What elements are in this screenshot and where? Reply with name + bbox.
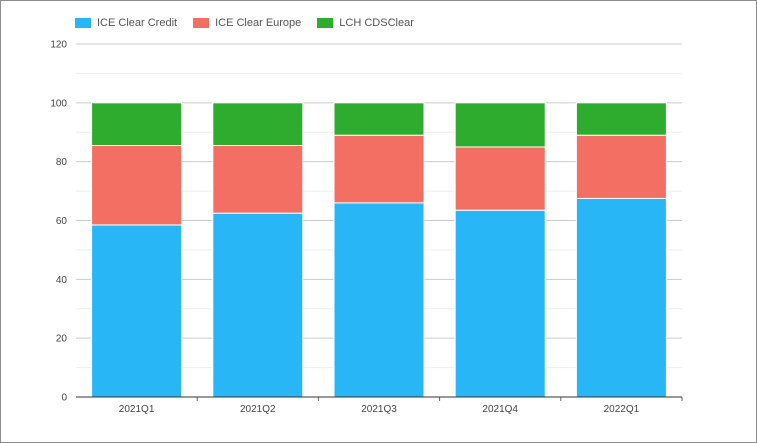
bar-segment-lch-cdsclear-2021q4[interactable] [454, 102, 546, 148]
x-tick-label: 2021Q4 [482, 404, 518, 415]
x-tick-label: 2021Q3 [361, 404, 397, 415]
x-tick-label: 2022Q1 [604, 404, 640, 415]
y-tick-label: 120 [50, 40, 67, 51]
y-tick-label: 20 [56, 334, 68, 345]
bar-segment-ice-clear-europe-2021q3[interactable] [333, 134, 425, 204]
bar-segment-ice-clear-credit-2021q3[interactable] [333, 202, 425, 398]
y-tick-label: 60 [56, 216, 68, 227]
bar-segment-lch-cdsclear-2021q1[interactable] [91, 102, 183, 146]
bar-segment-ice-clear-credit-2021q2[interactable] [212, 212, 304, 398]
bar-segment-ice-clear-europe-2021q2[interactable] [212, 144, 304, 214]
legend-label-ice-clear-europe: ICE Clear Europe [215, 17, 302, 29]
x-tick-label: 2021Q2 [240, 404, 276, 415]
legend-label-lch-cdsclear: LCH CDSClear [339, 17, 414, 29]
legend-label-ice-clear-credit: ICE Clear Credit [97, 17, 178, 29]
y-tick-label: 100 [50, 98, 67, 109]
bar-segment-ice-clear-credit-2021q4[interactable] [454, 209, 546, 398]
bar-segment-lch-cdsclear-2021q3[interactable] [333, 102, 425, 136]
legend-item-lch-cdsclear[interactable]: LCH CDSClear [317, 17, 414, 29]
legend-swatch-lch-cdsclear [317, 18, 334, 28]
legend: ICE Clear Credit ICE Clear Europe LCH CD… [75, 17, 414, 29]
x-tick-label: 2021Q1 [119, 404, 155, 415]
legend-item-ice-clear-credit[interactable]: ICE Clear Credit [75, 17, 177, 29]
bar-segment-ice-clear-europe-2021q4[interactable] [454, 146, 546, 211]
bar-segment-lch-cdsclear-2022q1[interactable] [575, 102, 667, 136]
y-tick-label: 0 [61, 393, 67, 404]
bar-segment-lch-cdsclear-2021q2[interactable] [212, 102, 304, 146]
y-tick-label: 40 [56, 275, 68, 286]
bar-segment-ice-clear-europe-2022q1[interactable] [575, 134, 667, 199]
legend-item-ice-clear-europe[interactable]: ICE Clear Europe [193, 17, 301, 29]
bar-segment-ice-clear-credit-2022q1[interactable] [575, 197, 667, 398]
legend-swatch-ice-clear-europe [193, 18, 210, 28]
y-tick-label: 80 [56, 157, 68, 168]
bar-segment-ice-clear-europe-2021q1[interactable] [91, 144, 183, 226]
legend-swatch-ice-clear-credit [75, 18, 91, 28]
bar-segment-ice-clear-credit-2021q1[interactable] [91, 224, 183, 398]
